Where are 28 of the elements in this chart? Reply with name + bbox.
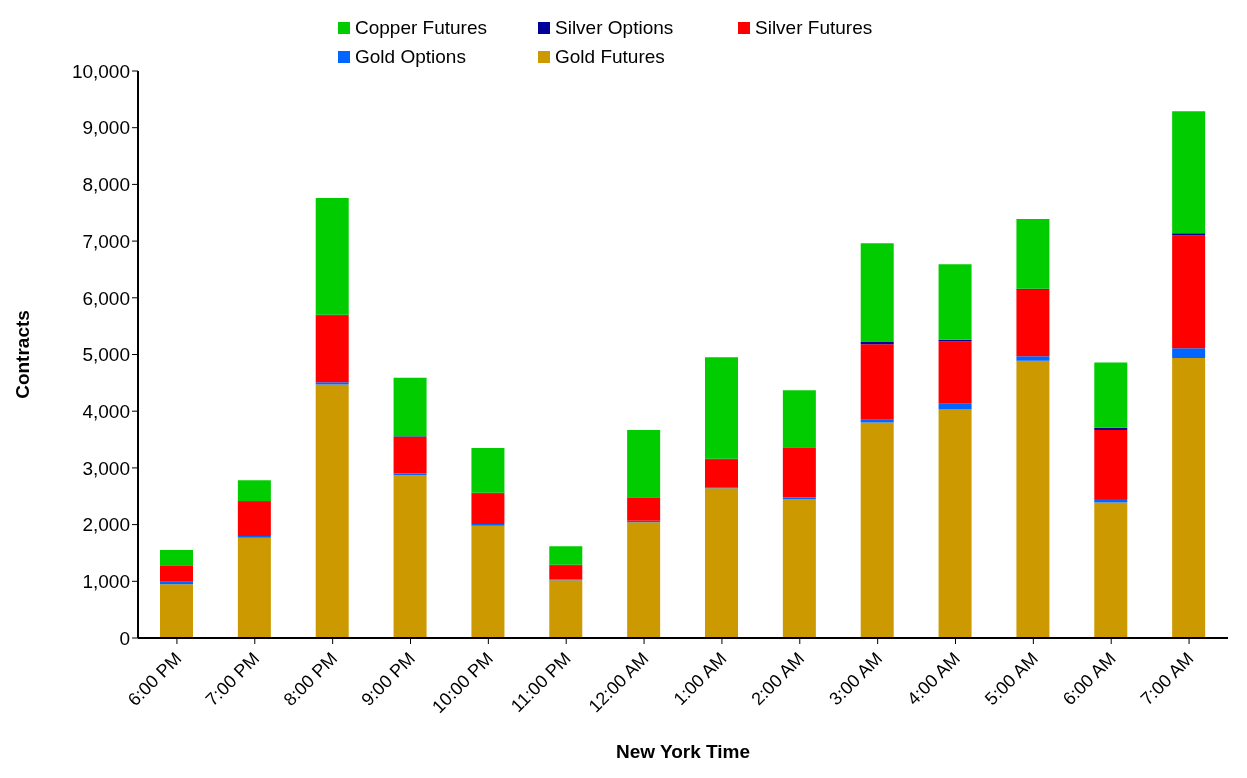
y-tick-label: 9,000	[82, 117, 130, 139]
y-axis-title: Contracts	[11, 310, 33, 399]
x-tick-label: 4:00 AM	[903, 648, 964, 710]
legend-label: Silver Options	[555, 16, 674, 39]
y-tick-label: 4,000	[82, 400, 130, 422]
x-tick-label: 6:00 PM	[123, 648, 186, 710]
x-tick-label: 8:00 PM	[279, 648, 342, 710]
y-tick-label: 2,000	[82, 514, 130, 536]
x-tick-label: 9:00 PM	[357, 648, 419, 710]
y-tick-label: 3,000	[82, 457, 130, 479]
x-tick-label: 3:00 AM	[825, 648, 887, 710]
x-tick-label: 7:00 AM	[1136, 648, 1198, 710]
x-tick-label: 6:00 AM	[1058, 648, 1120, 710]
x-tick-label: 7:00 PM	[201, 648, 264, 710]
legend-label: Gold Futures	[555, 45, 665, 68]
y-tick-label: 0	[119, 627, 130, 649]
y-tick-label: 7,000	[82, 230, 130, 252]
y-tick-label: 8,000	[82, 174, 130, 196]
legend-label: Copper Futures	[355, 16, 488, 39]
x-tick-label: 5:00 AM	[981, 648, 1042, 710]
y-tick-label: 10,000	[71, 60, 130, 82]
x-tick-label: 1:00 AM	[669, 648, 731, 710]
y-tick-label: 1,000	[82, 571, 130, 593]
legend-label: Silver Futures	[755, 16, 873, 39]
legend-label: Gold Options	[355, 45, 466, 68]
x-axis-title: New York Time	[615, 741, 751, 762]
y-tick-label: 6,000	[82, 287, 130, 309]
y-tick-label: 5,000	[82, 344, 130, 366]
